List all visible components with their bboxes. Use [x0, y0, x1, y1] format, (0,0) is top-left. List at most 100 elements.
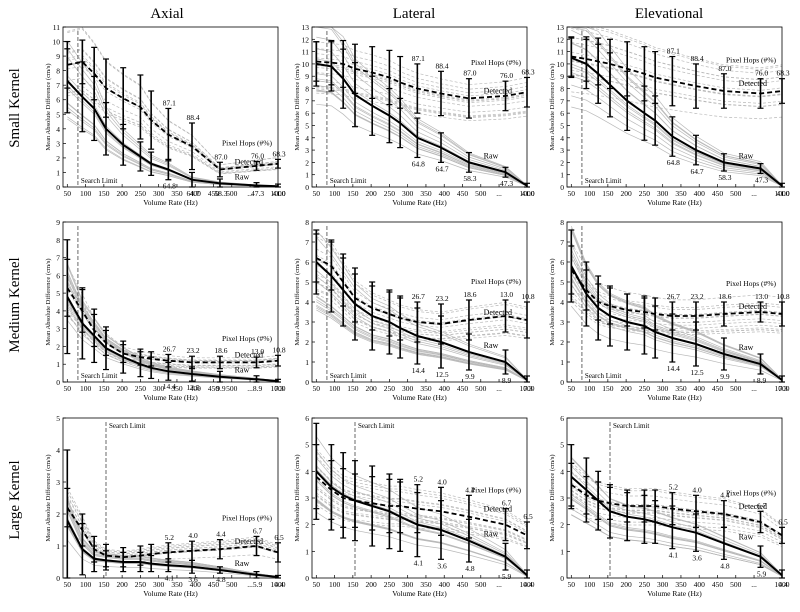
trial-trace-raw [570, 249, 783, 380]
pixel-hop-label: 26.7 [667, 292, 680, 301]
y-tick-label: 5 [305, 441, 309, 450]
y-tick-label: 5 [305, 121, 309, 130]
trial-trace-detected [316, 236, 528, 315]
x-axis-label: Volume Rate (Hz) [392, 198, 447, 207]
trial-trace-raw [316, 307, 528, 382]
x-tick-label: 500 [226, 384, 238, 393]
x-tick-label: 1000 [520, 384, 535, 393]
panel-large-kernel-elevational: 0 1 2 3 4 5 6 50 100 150 200 250 300 350 400 450 500... 1… [549, 414, 790, 598]
trial-trace-detected [66, 275, 279, 361]
trial-trace-detected [571, 258, 783, 310]
pixel-hop-label: 18.6 [214, 346, 227, 355]
y-tick-label: 2 [305, 338, 309, 347]
pixel-hop-label: 6.5 [778, 517, 788, 526]
series-label-raw: Raw [739, 532, 754, 541]
y-tick-label: 0 [56, 574, 60, 583]
trial-trace-raw [316, 275, 528, 381]
pixel-hop-label: 76.0 [755, 69, 768, 78]
trial-trace-detected [571, 69, 783, 104]
x-tick-label: 450 [208, 580, 220, 589]
y-tick-label: 0 [305, 183, 309, 192]
x-tick-label: 400 [694, 580, 706, 589]
x-tick-label: ... [247, 580, 253, 589]
row-title-small-kernel: Small Kernel [7, 68, 23, 148]
pixel-hop-label: 5.9 [502, 572, 512, 581]
x-tick-label: 1000 [520, 189, 535, 198]
pixel-hop-label: 4.4 [465, 485, 475, 494]
series-line-raw [315, 470, 528, 577]
trial-trace-detected [67, 54, 279, 169]
x-tick-label: 250 [639, 580, 651, 589]
pixel-hop-label: 3.6 [692, 553, 702, 562]
y-tick-label: 1 [56, 360, 60, 369]
x-tick-label: 50 [568, 580, 576, 589]
pixel-hop-label: 87.0 [718, 64, 731, 73]
x-tick-label: 1000 [520, 580, 535, 589]
trial-trace-detected [316, 67, 528, 104]
x-tick-label: 50 [313, 189, 321, 198]
trial-trace-detected [66, 491, 279, 553]
trial-trace-detected [316, 282, 528, 337]
x-tick-label: 400 [694, 384, 706, 393]
x-tick-label: 450 [712, 189, 724, 198]
trial-trace-raw [316, 26, 528, 186]
y-axis-label: Mean Absolute Difference (cm/s) [294, 63, 301, 150]
trial-trace-raw [571, 496, 783, 577]
row-title-large-kernel: Large Kernel [7, 460, 23, 539]
pixel-hop-label: 64.8 [667, 158, 680, 167]
y-tick-label: 9 [56, 52, 60, 61]
x-tick-label: 1000 [271, 580, 286, 589]
trial-trace-raw [316, 480, 528, 576]
trial-trace-raw [67, 118, 279, 187]
trial-trace-detected [571, 490, 783, 539]
y-tick-label: 2 [56, 154, 60, 163]
trial-trace-detected [571, 91, 783, 120]
trial-trace-detected [67, 48, 279, 169]
trial-trace-detected [67, 57, 279, 170]
x-tick-label: 500 [475, 580, 487, 589]
x-tick-label: 350 [420, 189, 432, 198]
pixel-hop-label: 10.8 [521, 292, 534, 301]
x-tick-label: 500 [475, 384, 487, 393]
x-tick-label: 400 [694, 189, 706, 198]
trial-trace-raw [570, 277, 783, 381]
pixel-hop-label: 64.7 [186, 189, 199, 198]
x-tick-label: 50 [568, 189, 576, 198]
x-tick-label: 200 [117, 384, 129, 393]
pixel-hop-label: 41.0 [521, 189, 534, 198]
y-tick-label: 4 [560, 134, 564, 143]
trial-trace-raw [571, 66, 783, 187]
pixel-hop-label: 9.9 [720, 372, 730, 381]
pixel-hop-label: 4.8 [465, 564, 475, 573]
pixel-hops-title: Pixel Hops (#%) [471, 486, 521, 495]
series-label-raw: Raw [235, 366, 250, 375]
y-tick-label: 6 [305, 414, 309, 423]
x-tick-label: 150 [347, 384, 359, 393]
plot-frame [62, 221, 279, 383]
pixel-hop-label: 5.9 [253, 580, 263, 589]
y-tick-label: 1 [560, 547, 564, 556]
pixel-hop-label: 4.8 [216, 575, 226, 584]
x-tick-label: 100 [329, 580, 341, 589]
trial-trace-detected [571, 462, 783, 526]
pixel-hop-label: 5.2 [165, 533, 175, 542]
x-tick-label: 350 [171, 580, 183, 589]
y-tick-label: 3 [305, 494, 309, 503]
trial-trace-detected [571, 508, 783, 547]
search-limit-label: Search Limit [81, 372, 117, 380]
trial-trace-raw [571, 72, 783, 187]
pixel-hop-label: 13.0 [251, 347, 264, 356]
y-tick-label: 3 [560, 318, 564, 327]
trial-trace-raw [571, 457, 783, 576]
y-tick-label: 3 [305, 146, 309, 155]
series-line-raw [66, 296, 279, 383]
trial-trace-raw [316, 73, 528, 187]
x-tick-label: ... [247, 384, 253, 393]
pixel-hop-label: 3.6 [437, 561, 447, 570]
pixel-hop-label: 88.4 [435, 61, 448, 70]
y-axis-label: Mean Absolute Difference (cm/s) [294, 454, 301, 541]
x-tick-label: 400 [190, 580, 202, 589]
